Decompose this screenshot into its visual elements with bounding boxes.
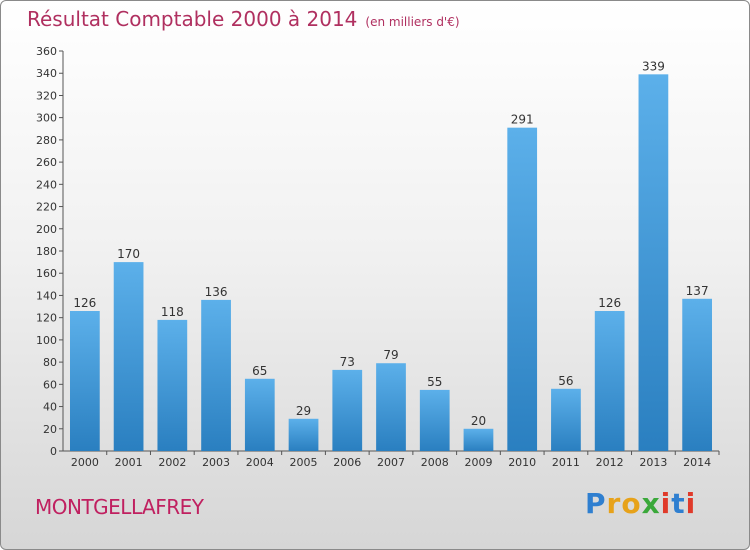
bar-value-label: 73: [340, 355, 355, 369]
y-tick-label: 300: [36, 112, 57, 125]
bar-value-label: 55: [427, 375, 442, 389]
x-tick-label: 2014: [683, 456, 711, 469]
logo-letter: r: [606, 487, 622, 520]
x-tick-label: 2009: [464, 456, 492, 469]
y-tick-label: 180: [36, 245, 57, 258]
logo-letter: i: [660, 487, 672, 520]
logo-letter: x: [641, 487, 661, 520]
x-tick-label: 2005: [290, 456, 318, 469]
logo-letter: P: [585, 487, 607, 520]
x-tick-label: 2008: [421, 456, 449, 469]
bar: [288, 418, 319, 451]
y-tick-label: 280: [36, 134, 57, 147]
bar: [157, 319, 188, 451]
y-tick-label: 20: [43, 423, 57, 436]
bar: [463, 428, 494, 451]
x-tick-label: 2004: [246, 456, 274, 469]
bar: [113, 262, 144, 451]
bar-value-label: 65: [252, 364, 267, 378]
x-tick-label: 2002: [158, 456, 186, 469]
bar-value-label: 126: [598, 296, 621, 310]
x-tick-label: 2007: [377, 456, 405, 469]
bar: [507, 127, 538, 452]
x-tick-label: 2001: [115, 456, 143, 469]
bar: [201, 299, 231, 451]
logo-letter: o: [621, 487, 642, 520]
bar: [69, 311, 100, 451]
chart-title-text: Résultat Comptable 2000 à 2014: [27, 7, 358, 31]
y-tick-label: 320: [36, 89, 57, 102]
commune-name: MONTGELLAFREY: [35, 495, 204, 519]
logo-letter: t: [671, 487, 686, 520]
proxiti-logo: Proxiti: [585, 487, 696, 520]
y-tick-label: 60: [43, 378, 57, 391]
y-tick-label: 260: [36, 156, 57, 169]
x-tick-label: 2003: [202, 456, 230, 469]
bar: [682, 298, 713, 451]
bar-value-label: 118: [161, 305, 184, 319]
bar-value-label: 20: [471, 414, 486, 428]
bar: [551, 388, 581, 451]
x-tick-label: 2010: [508, 456, 536, 469]
y-tick-label: 160: [36, 267, 57, 280]
x-tick-label: 2006: [333, 456, 361, 469]
bar-value-label: 79: [383, 348, 398, 362]
bar-value-label: 29: [296, 404, 311, 418]
y-tick-label: 140: [36, 289, 57, 302]
y-tick-label: 360: [36, 45, 57, 58]
bar: [594, 311, 625, 451]
bar: [376, 363, 406, 451]
y-tick-label: 340: [36, 67, 57, 80]
logo-letter: i: [685, 487, 697, 520]
bar-value-label: 56: [558, 374, 573, 388]
y-tick-label: 100: [36, 334, 57, 347]
y-tick-label: 200: [36, 223, 57, 236]
x-tick-label: 2012: [596, 456, 624, 469]
y-tick-label: 120: [36, 312, 57, 325]
bar: [332, 369, 363, 451]
chart-subtitle: (en milliers d'€): [365, 15, 460, 29]
bar: [638, 74, 669, 451]
bar: [244, 378, 275, 451]
bar-value-label: 137: [686, 284, 709, 298]
y-tick-label: 40: [43, 401, 57, 414]
bar-value-label: 136: [205, 285, 228, 299]
x-tick-label: 2013: [639, 456, 667, 469]
chart-title: Résultat Comptable 2000 à 2014 (en millie…: [27, 7, 460, 31]
y-tick-label: 240: [36, 178, 57, 191]
bar-value-label: 170: [117, 247, 140, 261]
y-tick-label: 220: [36, 201, 57, 214]
y-tick-label: 80: [43, 356, 57, 369]
x-tick-label: 2000: [71, 456, 99, 469]
bar: [419, 389, 450, 451]
bar-value-label: 291: [511, 113, 534, 127]
bar-value-label: 126: [73, 296, 96, 310]
bar-value-label: 339: [642, 59, 665, 73]
y-tick-label: 0: [50, 445, 57, 458]
x-tick-label: 2011: [552, 456, 580, 469]
